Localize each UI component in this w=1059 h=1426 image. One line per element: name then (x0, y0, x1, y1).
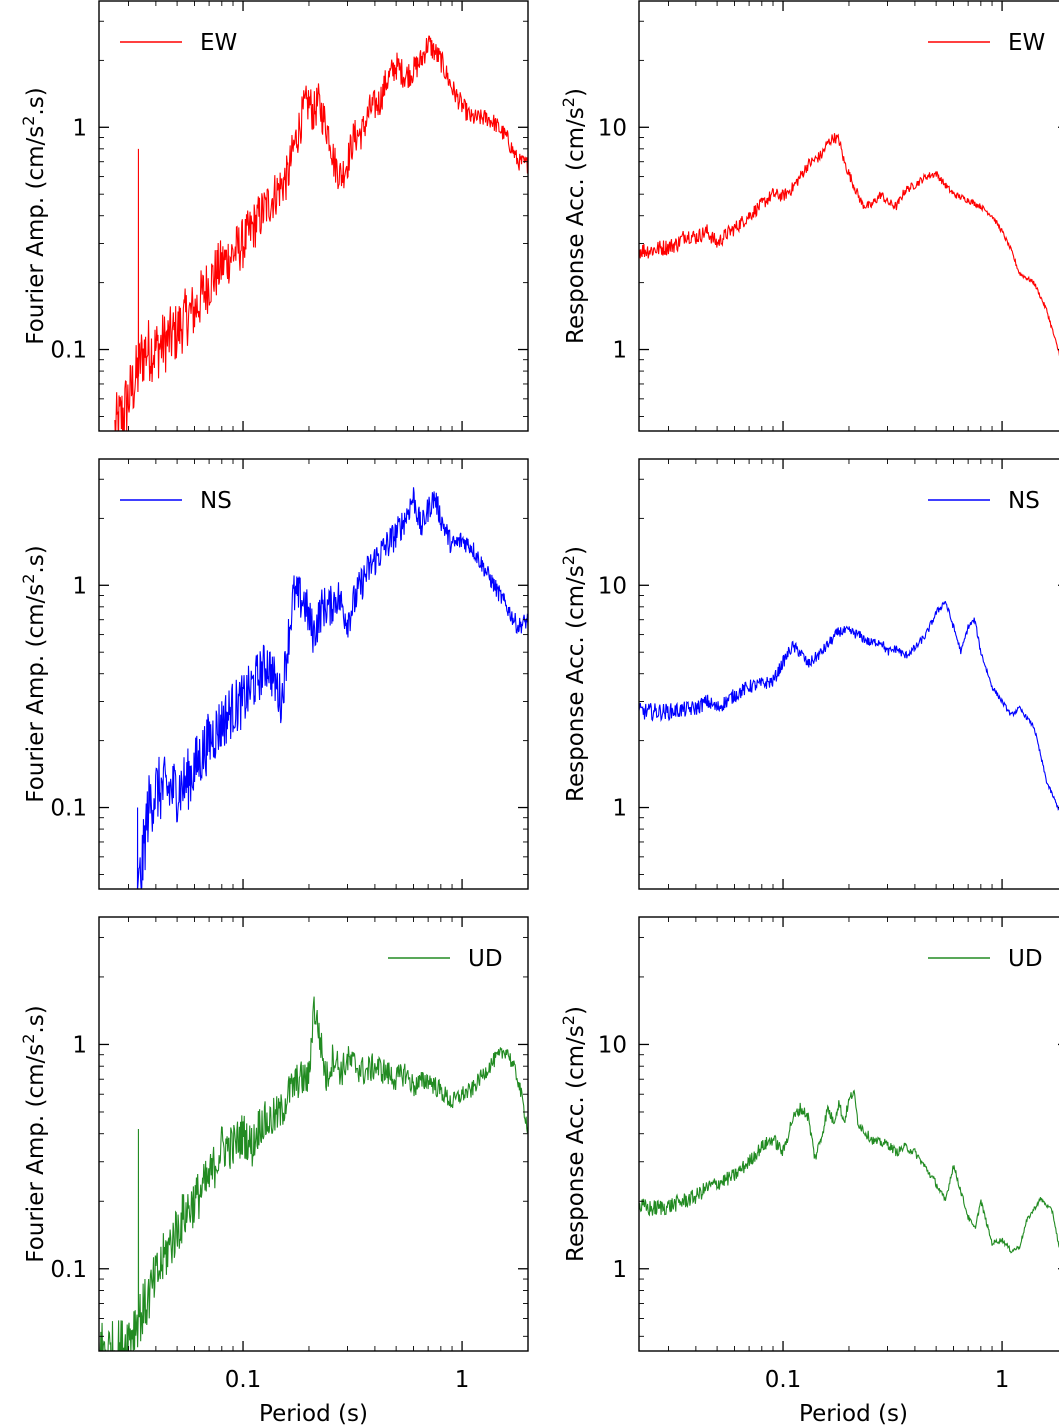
series-line-ud (639, 1089, 1059, 1254)
legend: NS (120, 488, 232, 514)
y-axis-label-tail: .s) (23, 1005, 49, 1033)
y-axis-label-main: Response Acc. (cm/s (563, 107, 589, 344)
y-tick-label: 0.1 (50, 338, 87, 364)
y-axis-label-main: Fourier Amp. (cm/s (23, 584, 49, 803)
y-tick-label: 1 (612, 796, 627, 822)
legend-label: UD (468, 946, 503, 972)
y-axis-label-superscript: 2 (559, 1015, 578, 1025)
y-axis-label-superscript: 2 (559, 555, 578, 565)
chart-panel-response-ew: 1 10 Response Acc. (cm/s2) EW (559, 0, 1059, 432)
legend: UD (388, 946, 503, 972)
x-axis-label: Period (s) (799, 1401, 908, 1426)
plot-frame (638, 0, 1059, 432)
legend: EW (928, 30, 1045, 56)
series-line-ud (99, 996, 528, 1351)
x-axis-label: Period (s) (259, 1401, 368, 1426)
legend: EW (120, 30, 237, 56)
y-axis-label-tail: ) (563, 1006, 589, 1015)
y-axis-label-tail: .s) (23, 545, 49, 573)
y-axis-label-superscript: 2 (559, 97, 578, 107)
y-axis-label-main: Fourier Amp. (cm/s (23, 1044, 49, 1263)
x-tick-label: 1 (455, 1367, 470, 1393)
legend: NS (928, 488, 1040, 514)
x-tick-label: 0.1 (225, 1367, 262, 1393)
legend-label: NS (1008, 488, 1040, 514)
y-axis-label-tail: ) (563, 88, 589, 97)
series-line-ns (639, 600, 1059, 811)
y-axis-label-main: Response Acc. (cm/s (563, 1025, 589, 1262)
y-tick-label: 10 (598, 573, 627, 599)
y-axis-label-main: Response Acc. (cm/s (563, 565, 589, 802)
legend-label: EW (200, 30, 237, 56)
y-axis-label-superscript: 2 (19, 116, 38, 126)
chart-panel-fourier-ns: 0.1 1 Fourier Amp. (cm/s2.s) NS (19, 458, 529, 890)
y-axis-label-tail: ) (563, 546, 589, 555)
plot-frame (98, 0, 529, 432)
legend-label: UD (1008, 946, 1043, 972)
y-axis-label-superscript: 2 (19, 574, 38, 584)
plot-frame (638, 916, 1059, 1352)
chart-panel-fourier-ud: 0.1 1 0.1 1 Period (s) Fourier Amp. (cm/s2.s)… (19, 916, 529, 1426)
y-axis-label: Fourier Amp. (cm/s2.s) (19, 87, 49, 344)
y-tick-label: 10 (598, 1032, 627, 1058)
y-tick-label: 0.1 (50, 1257, 87, 1283)
plot-frame (98, 916, 529, 1352)
y-axis-label: Fourier Amp. (cm/s2.s) (19, 545, 49, 802)
series-line-ew (114, 35, 528, 431)
legend: UD (928, 946, 1043, 972)
plot-frame (98, 458, 529, 890)
y-axis-label: Response Acc. (cm/s2) (559, 546, 589, 802)
x-tick-label: 0.1 (765, 1367, 802, 1393)
y-tick-label: 1 (72, 115, 87, 141)
chart-panel-response-ud: 1 10 0.1 1 Period (s) Response Acc. (cm/s2) UD (559, 916, 1059, 1426)
y-tick-label: 1 (612, 338, 627, 364)
chart-panel-response-ns: 1 10 Response Acc. (cm/s2) NS (559, 458, 1059, 890)
y-axis-label-tail: .s) (23, 87, 49, 115)
y-tick-label: 1 (72, 1032, 87, 1058)
legend-label: EW (1008, 30, 1045, 56)
series-line-ew (639, 133, 1059, 357)
x-tick-label: 1 (995, 1367, 1010, 1393)
legend-label: NS (200, 488, 232, 514)
y-tick-label: 1 (72, 573, 87, 599)
y-axis-label: Response Acc. (cm/s2) (559, 1006, 589, 1262)
y-axis-label-superscript: 2 (19, 1034, 38, 1044)
y-tick-label: 10 (598, 115, 627, 141)
y-tick-label: 0.1 (50, 796, 87, 822)
y-tick-label: 1 (612, 1257, 627, 1283)
y-axis-label-main: Fourier Amp. (cm/s (23, 126, 49, 345)
y-axis-label: Fourier Amp. (cm/s2.s) (19, 1005, 49, 1262)
y-axis-label: Response Acc. (cm/s2) (559, 88, 589, 344)
chart-panel-fourier-ew: 0.1 1 Fourier Amp. (cm/s2.s) EW (19, 0, 529, 432)
plot-frame (638, 458, 1059, 890)
series-line-ns (136, 487, 528, 889)
